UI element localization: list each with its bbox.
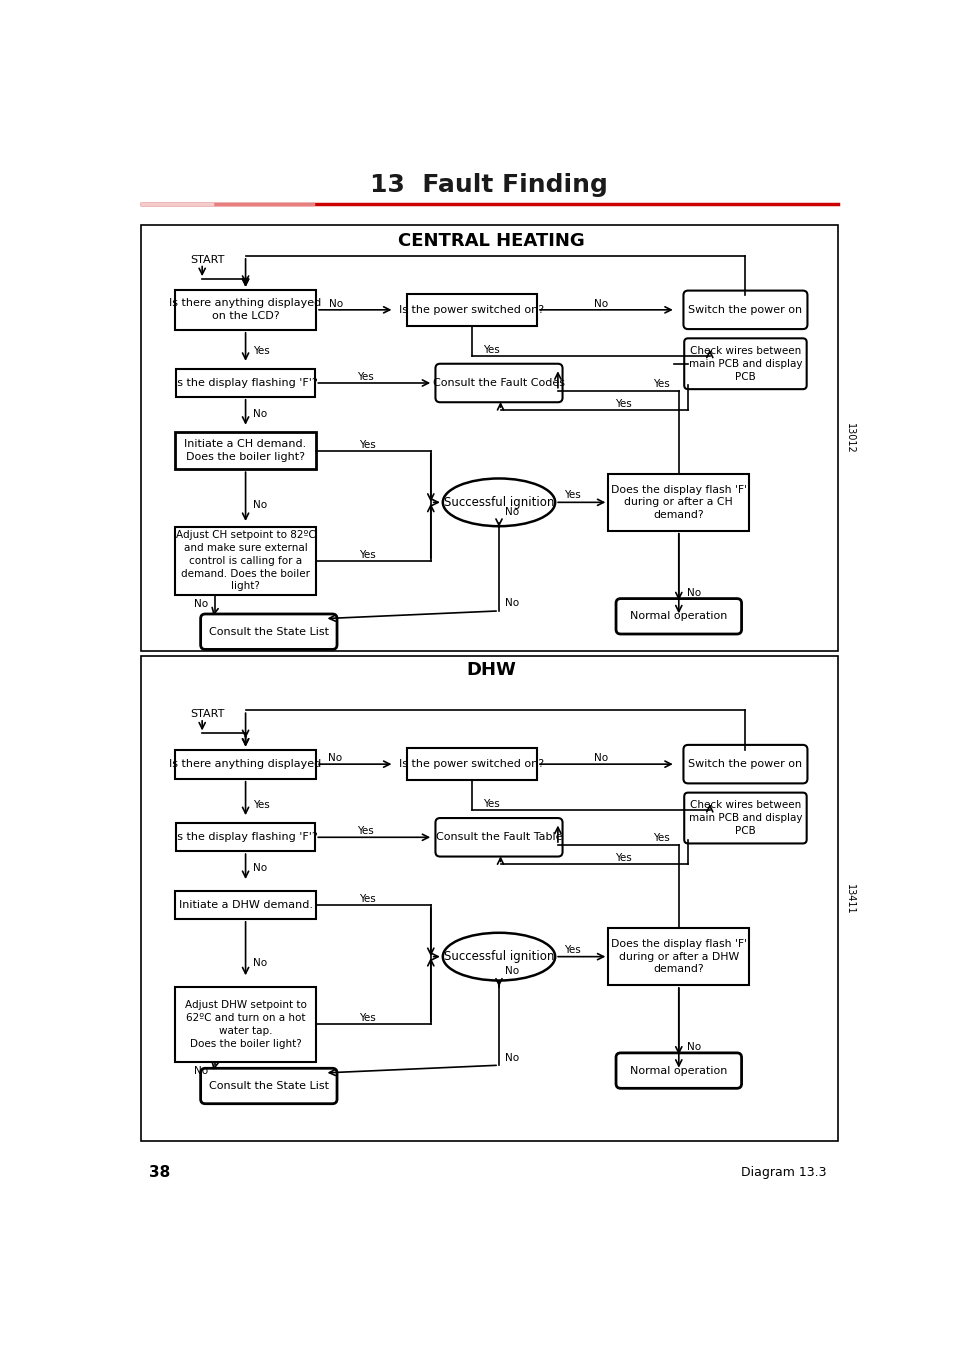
Text: Is there anything displayed: Is there anything displayed [170,759,321,769]
Text: Is the display flashing 'F'?: Is the display flashing 'F'? [173,833,317,842]
Text: Yes: Yes [652,379,669,389]
Text: Yes: Yes [563,490,580,501]
Bar [141,225,838,651]
FancyBboxPatch shape [200,1068,336,1104]
Text: No: No [505,506,518,517]
FancyBboxPatch shape [683,339,806,389]
Text: No: No [327,753,341,763]
Text: No: No [253,957,267,968]
Text: CENTRAL HEATING: CENTRAL HEATING [397,232,584,250]
Text: Adjust DHW setpoint to
62ºC and turn on a hot
water tap.
Does the boiler light?: Adjust DHW setpoint to 62ºC and turn on … [185,1000,306,1049]
Text: No: No [253,409,267,418]
Text: Yes: Yes [358,549,375,560]
Text: Normal operation: Normal operation [629,1065,727,1076]
FancyBboxPatch shape [406,294,537,325]
Text: Yes: Yes [358,1014,375,1023]
Text: Is the power switched on?: Is the power switched on? [399,759,544,769]
FancyBboxPatch shape [174,432,315,470]
Text: Check wires between
main PCB and display
PCB: Check wires between main PCB and display… [688,801,801,836]
Text: Is the display flashing 'F'?: Is the display flashing 'F'? [173,378,317,387]
Text: 13012: 13012 [844,423,854,454]
FancyBboxPatch shape [200,614,336,649]
FancyBboxPatch shape [174,290,315,329]
Text: START: START [191,709,225,720]
FancyBboxPatch shape [175,824,315,850]
FancyBboxPatch shape [616,1053,740,1088]
Text: No: No [594,298,608,309]
Text: Yes: Yes [253,346,270,355]
Text: No: No [686,1042,700,1053]
Text: Switch the power on: Switch the power on [688,305,801,315]
FancyBboxPatch shape [174,891,315,919]
Text: Is there anything displayed
on the LCD?: Is there anything displayed on the LCD? [170,298,321,321]
FancyBboxPatch shape [608,929,748,986]
Text: Consult the State List: Consult the State List [209,626,329,637]
Text: No: No [194,1066,208,1076]
Ellipse shape [442,933,555,980]
Text: No: No [505,967,518,976]
Text: Adjust CH setpoint to 82ºC
and make sure external
control is calling for a
deman: Adjust CH setpoint to 82ºC and make sure… [175,531,315,591]
Text: Yes: Yes [483,344,499,355]
Text: No: No [505,598,518,609]
Text: Yes: Yes [358,440,375,450]
FancyBboxPatch shape [175,369,315,397]
Text: Yes: Yes [614,398,631,409]
Text: No: No [686,589,700,598]
Text: No: No [329,298,343,309]
FancyBboxPatch shape [616,598,740,634]
Text: No: No [253,863,267,873]
Text: Consult the State List: Consult the State List [209,1081,329,1091]
FancyBboxPatch shape [682,290,806,329]
FancyBboxPatch shape [608,474,748,531]
Text: Consult the Fault Codes: Consult the Fault Codes [433,378,564,387]
Text: Yes: Yes [483,799,499,809]
Text: Initiate a CH demand.
Does the boiler light?: Initiate a CH demand. Does the boiler li… [184,439,306,462]
Text: Diagram 13.3: Diagram 13.3 [740,1166,825,1179]
Text: Yes: Yes [357,371,374,382]
Text: DHW: DHW [466,662,516,679]
FancyBboxPatch shape [174,526,315,595]
Text: Successful ignition: Successful ignition [443,950,554,963]
Text: Consult the Fault Table: Consult the Fault Table [436,833,561,842]
FancyBboxPatch shape [435,818,562,856]
Text: 38: 38 [149,1165,170,1180]
FancyBboxPatch shape [174,749,315,779]
Ellipse shape [442,478,555,526]
Text: Yes: Yes [253,801,270,810]
Text: Does the display flash 'F'
during or after a DHW
demand?: Does the display flash 'F' during or aft… [610,938,746,975]
Text: Check wires between
main PCB and display
PCB: Check wires between main PCB and display… [688,346,801,382]
Text: 13  Fault Finding: 13 Fault Finding [370,173,607,197]
Text: 13411: 13411 [844,884,854,914]
Text: Is the power switched on?: Is the power switched on? [399,305,544,315]
Text: Yes: Yes [563,945,580,954]
Text: Initiate a DHW demand.: Initiate a DHW demand. [178,900,313,910]
FancyBboxPatch shape [683,792,806,844]
Text: Successful ignition: Successful ignition [443,495,554,509]
Text: No: No [253,500,267,510]
FancyBboxPatch shape [682,745,806,783]
Text: Normal operation: Normal operation [629,612,727,621]
FancyBboxPatch shape [435,363,562,402]
Text: No: No [194,599,208,609]
Bar [141,656,838,1142]
FancyBboxPatch shape [406,748,537,780]
FancyBboxPatch shape [174,987,315,1062]
Text: Switch the power on: Switch the power on [688,759,801,769]
Text: Yes: Yes [358,894,375,904]
Text: START: START [191,255,225,265]
Text: No: No [505,1053,518,1062]
Text: Does the display flash 'F'
during or after a CH
demand?: Does the display flash 'F' during or aft… [610,485,746,520]
Text: Yes: Yes [652,833,669,842]
Text: Yes: Yes [614,853,631,863]
Text: Yes: Yes [357,826,374,836]
Text: No: No [594,753,608,763]
